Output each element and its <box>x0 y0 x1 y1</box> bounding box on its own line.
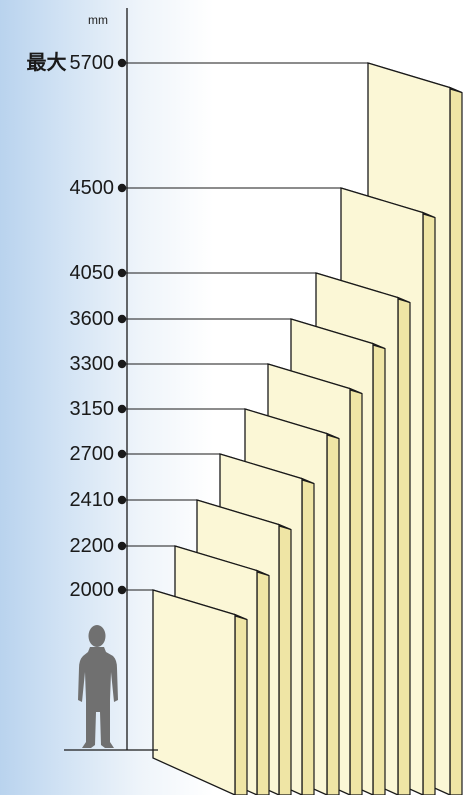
tick-dot-2000 <box>117 585 127 595</box>
tick-label-4500: 4500 <box>70 178 115 198</box>
tick-value: 4500 <box>69 177 115 199</box>
tick-dot-3300 <box>117 359 127 369</box>
tick-value: 2000 <box>69 579 115 601</box>
tick-label-3300: 3300 <box>70 354 115 374</box>
tick-value: 2200 <box>69 535 115 557</box>
tick-value: 3150 <box>69 398 115 420</box>
tick-dot-2700 <box>117 449 127 459</box>
tick-dot-2410 <box>117 495 127 505</box>
tick-value: 2410 <box>69 489 115 511</box>
tick-dot-5700 <box>117 58 127 68</box>
panel-2000 <box>152 589 248 795</box>
panels-group <box>152 62 463 795</box>
tick-dot-2200 <box>117 541 127 551</box>
tick-value: 5700 <box>69 52 115 74</box>
axis-group <box>64 8 368 751</box>
tick-label-2700: 2700 <box>70 444 115 464</box>
tick-value: 2700 <box>69 443 115 465</box>
tick-value: 3300 <box>69 353 115 375</box>
tick-label-2410: 2410 <box>70 490 115 510</box>
tick-label-2200: 2200 <box>70 536 115 556</box>
tick-label-5700: 最大 5700 <box>27 53 115 73</box>
unit-label: mm <box>88 13 108 27</box>
tick-dot-3150 <box>117 404 127 414</box>
tick-label-3600: 3600 <box>70 309 115 329</box>
tick-label-3150: 3150 <box>70 399 115 419</box>
tick-label-4050: 4050 <box>70 263 115 283</box>
person-silhouette-icon <box>78 625 118 748</box>
tick-value: 3600 <box>69 308 115 330</box>
tick-dot-4050 <box>117 268 127 278</box>
tick-dot-4500 <box>117 183 127 193</box>
tick-dot-3600 <box>117 314 127 324</box>
max-prefix: 最大 <box>26 52 67 74</box>
tick-value: 4050 <box>69 262 115 284</box>
tick-label-2000: 2000 <box>70 580 115 600</box>
